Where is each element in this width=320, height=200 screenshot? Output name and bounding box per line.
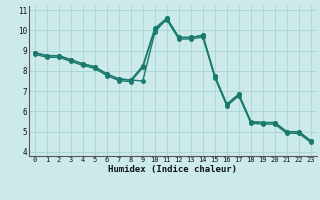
X-axis label: Humidex (Indice chaleur): Humidex (Indice chaleur) [108, 165, 237, 174]
